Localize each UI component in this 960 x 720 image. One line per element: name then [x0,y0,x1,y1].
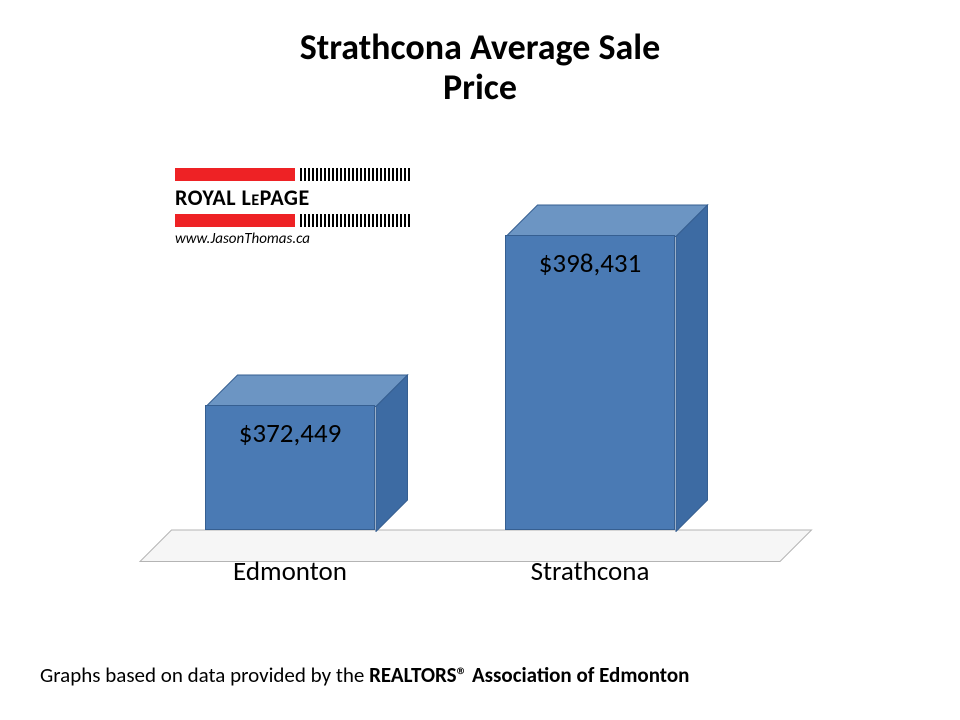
page: Strathcona Average Sale Price ROYAL LEPA… [0,0,960,720]
footer-bold: REALTORS® Association of Edmonton [369,662,689,688]
bar-value-label: $372,449 [205,417,375,450]
chart-area: $372,449 $398,431 Edmonton Strathcona [140,170,820,590]
bar-value-label: $398,431 [505,247,675,280]
chart-title: Strathcona Average Sale Price [0,28,960,107]
bar-strathcona: $398,431 [505,204,707,531]
bar-edmonton: $372,449 [205,374,407,531]
category-label: Edmonton [185,555,395,588]
footer-attribution: Graphs based on data provided by the REA… [40,662,689,688]
title-line-1: Strathcona Average Sale [0,28,960,68]
bar-side-face [675,204,709,533]
category-label: Strathcona [485,555,695,588]
footer-prefix: Graphs based on data provided by the [40,662,369,688]
bar-side-face [375,374,409,533]
title-line-2: Price [0,68,960,108]
